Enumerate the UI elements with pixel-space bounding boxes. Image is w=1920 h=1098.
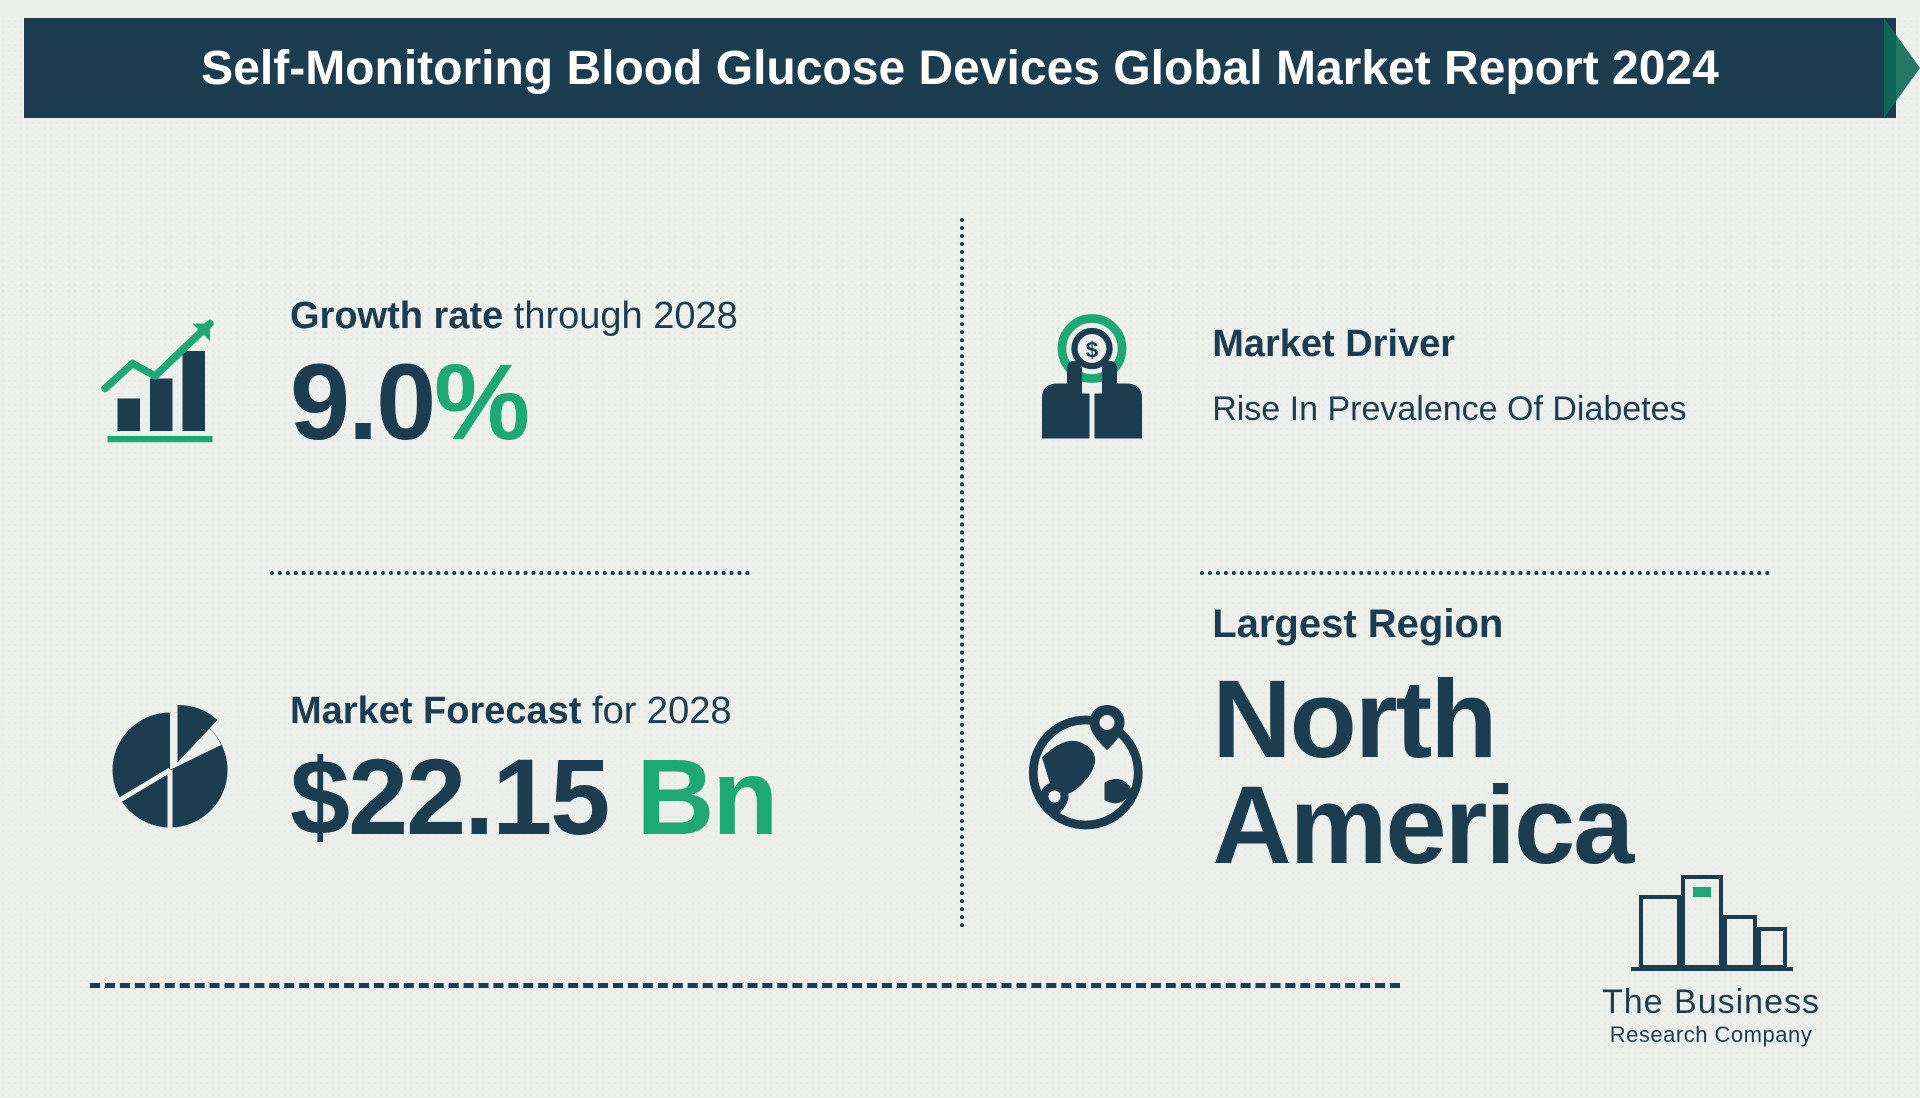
infographic-grid: Growth rate through 2028 9.0% $ Market D… — [90, 208, 1830, 938]
horizontal-divider-left — [270, 571, 750, 575]
growth-value-number: 9.0 — [290, 341, 434, 462]
region-value-line1: North — [1212, 658, 1495, 781]
pie-chart-icon — [90, 695, 250, 845]
forecast-label-rest: for 2028 — [581, 690, 731, 732]
vertical-divider — [960, 218, 964, 928]
growth-icon — [90, 301, 250, 451]
region-text: Largest Region North America — [1212, 602, 1830, 878]
title-bar: Self-Monitoring Blood Glucose Devices Gl… — [24, 18, 1896, 118]
forecast-text: Market Forecast for 2028 $22.15 Bn — [290, 690, 925, 851]
forecast-value-number: $22.15 — [290, 736, 608, 857]
growth-value: 9.0% — [290, 348, 925, 456]
region-value: North America — [1212, 667, 1830, 878]
forecast-value: $22.15 Bn — [290, 743, 925, 851]
driver-text-block: Market Driver Rise In Prevalence Of Diab… — [1212, 323, 1830, 429]
driver-description: Rise In Prevalence Of Diabetes — [1212, 390, 1830, 429]
bottom-dashed-rule — [90, 983, 1400, 988]
title-arrow-decoration — [1884, 18, 1920, 118]
region-value-line2: America — [1212, 764, 1632, 887]
growth-label-bold: Growth rate — [290, 295, 503, 337]
logo-line1: The Business — [1602, 983, 1820, 1022]
growth-label-rest: through 2028 — [503, 295, 738, 337]
growth-panel: Growth rate through 2028 9.0% — [90, 208, 925, 544]
logo-line2: Research Company — [1602, 1022, 1820, 1048]
svg-text:$: $ — [1086, 337, 1099, 362]
forecast-panel: Market Forecast for 2028 $22.15 Bn — [90, 602, 925, 938]
growth-text: Growth rate through 2028 9.0% — [290, 295, 925, 456]
driver-label: Market Driver — [1212, 323, 1830, 366]
forecast-label-bold: Market Forecast — [290, 690, 581, 732]
globe-pins-icon — [1012, 695, 1172, 845]
forecast-label: Market Forecast for 2028 — [290, 690, 925, 733]
company-logo: The Business Research Company — [1602, 867, 1820, 1048]
forecast-value-unit: Bn — [608, 736, 776, 857]
growth-value-unit: % — [434, 341, 528, 462]
page-title: Self-Monitoring Blood Glucose Devices Gl… — [201, 41, 1719, 96]
driver-panel: $ Market Driver Rise In Prevalence Of Di… — [1012, 208, 1830, 544]
horizontal-divider-right — [1200, 571, 1770, 575]
region-label: Largest Region — [1212, 602, 1830, 647]
hands-coin-icon: $ — [1012, 301, 1172, 451]
buildings-icon — [1621, 867, 1801, 977]
growth-label: Growth rate through 2028 — [290, 295, 925, 338]
